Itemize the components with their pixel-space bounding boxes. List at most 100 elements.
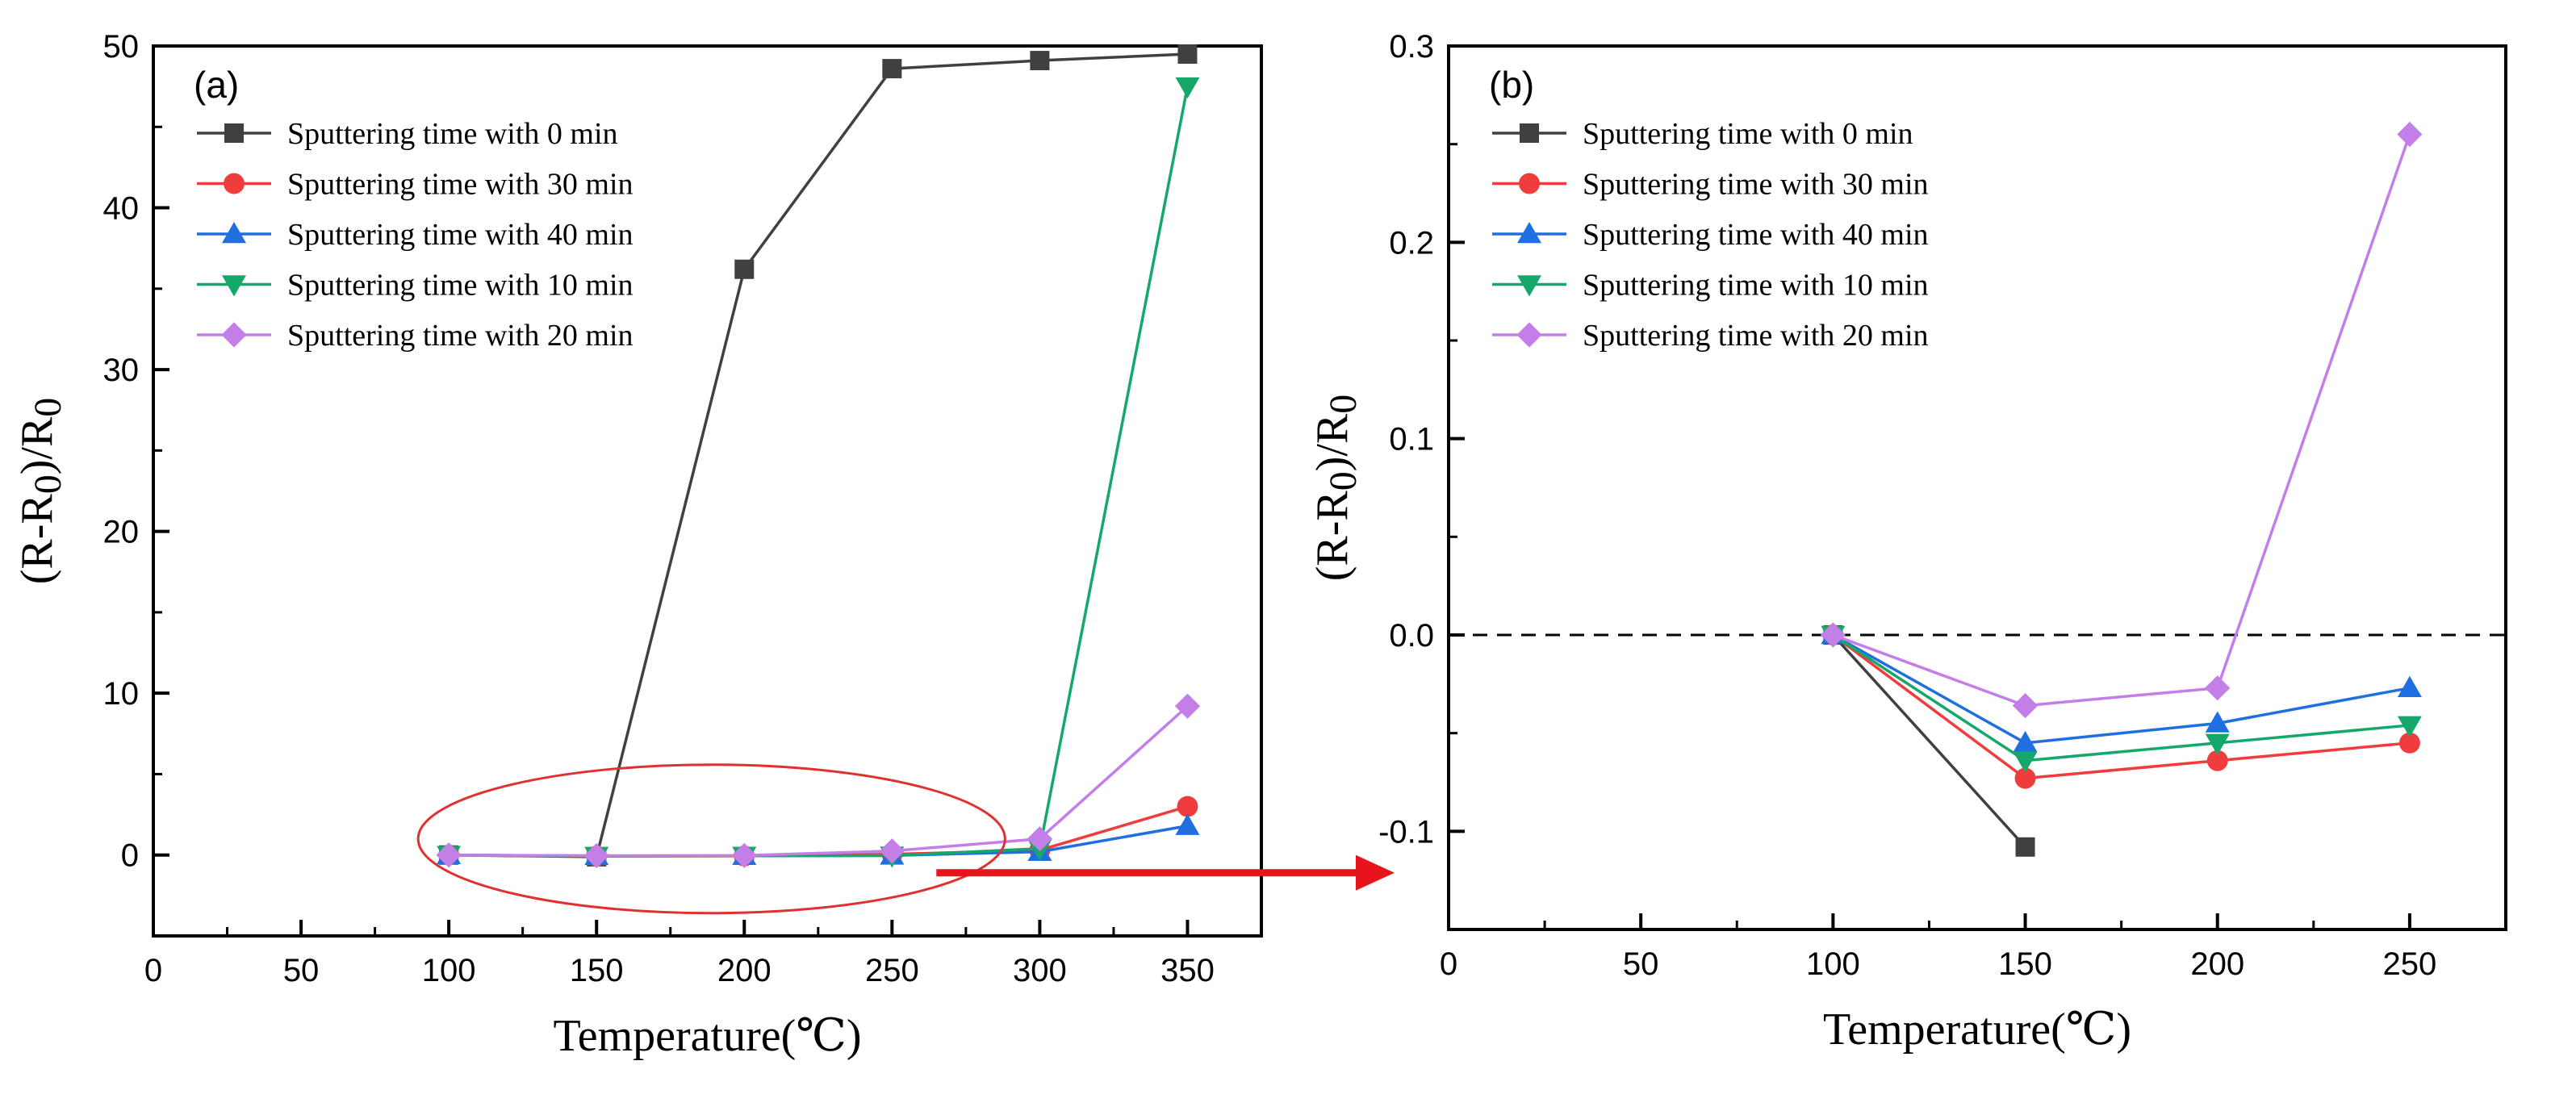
panel-b-series-line	[1832, 633, 2411, 762]
panel-a-legend-label: Sputtering time with 0 min	[287, 117, 618, 151]
panel-b-legend-label: Sputtering time with 20 min	[1583, 319, 1929, 353]
panel-a-data-point	[1177, 44, 1198, 65]
panel-a-y-tick-label: 10	[103, 676, 140, 712]
panel-b-y-tick-label: 0.1	[1389, 422, 1434, 457]
y-axis-title-part: )/R	[12, 416, 62, 474]
panel-a-series-4	[436, 693, 1201, 869]
panel-a-series-line	[449, 86, 1190, 858]
y-axis-title-part: )/R	[1307, 413, 1357, 471]
panel-b-data-point	[2398, 732, 2420, 754]
panel-a-data-point	[436, 842, 462, 868]
zoom-annotation	[416, 763, 1395, 915]
panel-a-data-point	[1177, 796, 1198, 817]
panel-b-data-point	[2205, 733, 2230, 755]
panel-b-y-axis-title: (R-R0)/R0	[1307, 395, 1365, 582]
panel-a-label: (a)	[194, 64, 239, 106]
panel-b-legend: Sputtering time with 0 min Sputtering tim…	[1492, 117, 1929, 353]
y-axis-title-subscript: 0	[1322, 471, 1365, 491]
panel-a-legend-marker	[222, 275, 246, 297]
panel-a-legend-marker	[224, 173, 245, 194]
panel-a-series-line	[449, 804, 1188, 858]
panel-a-data-point	[734, 259, 755, 279]
panel-a-data-point	[1030, 51, 1050, 71]
panel-b-series-line	[1832, 633, 2411, 780]
panel-a-x-tick-label: 200	[717, 953, 772, 988]
panel-b-series-line	[1832, 633, 2411, 745]
panel-b-data-point	[2205, 711, 2230, 733]
panel-a-x-tick-label: 0	[144, 953, 162, 988]
y-axis-title-subscript: 0	[27, 474, 69, 494]
panel-a-data-point	[1175, 77, 1200, 99]
panel-a-x-tick-label: 50	[283, 953, 320, 988]
panel-a-y-tick-label: 50	[103, 29, 140, 65]
panel-a-series-line	[449, 824, 1188, 858]
panel-b-y-tick-label: -0.1	[1378, 814, 1434, 850]
panel-a-y-tick-label: 30	[103, 353, 140, 388]
panel-b-series-4	[1820, 121, 2423, 719]
panel-a-x-tick-label: 350	[1160, 953, 1215, 988]
panel-b-chart: 0 50 100 150 200 250 -0.1 0.0 0.1 0.2 0.3 Temperatu…	[1307, 29, 2507, 1055]
panel-a-y-axis-title: (R-R0)/R0	[12, 398, 69, 585]
panel-b-x-tick-label: 200	[2190, 946, 2244, 982]
highlight-ellipse	[416, 763, 1006, 915]
panel-b-y-tick-label: 0.0	[1389, 618, 1434, 654]
panel-a-y-tick-label: 0	[121, 838, 139, 874]
panel-b-legend-marker	[1517, 275, 1541, 297]
panel-b-data-point	[2205, 675, 2231, 701]
panel-b-label: (b)	[1489, 64, 1534, 106]
panel-b-data-point	[1820, 622, 1846, 648]
panel-a-legend-label: Sputtering time with 10 min	[287, 269, 634, 303]
panel-b-legend-label: Sputtering time with 10 min	[1583, 269, 1929, 303]
panel-b-x-tick-label: 150	[1998, 946, 2052, 982]
panel-a-legend-label: Sputtering time with 30 min	[287, 168, 634, 202]
panel-b-x-tick-label: 250	[2383, 946, 2437, 982]
panel-b-x-axis-title: Temperature(℃)	[1823, 1004, 2131, 1055]
panel-a-y-tick-label: 40	[103, 191, 140, 227]
panel-a-legend-label: Sputtering time with 20 min	[287, 319, 634, 353]
panel-b-x-tick-label: 100	[1806, 946, 1860, 982]
panel-b-legend-marker	[1520, 123, 1539, 143]
panel-a-data-point	[1027, 826, 1052, 852]
panel-b-x-tick-label: 50	[1623, 946, 1659, 982]
panel-b-plot-frame	[1447, 44, 2507, 931]
panel-a-legend: Sputtering time with 0 min Sputtering tim…	[197, 117, 634, 353]
panel-b-series-0	[1823, 625, 2035, 857]
panel-a-data-point	[1174, 693, 1201, 719]
panel-b-legend-marker	[1516, 322, 1542, 348]
panel-a-data-point	[879, 838, 905, 864]
panel-a-legend-label: Sputtering time with 40 min	[287, 218, 634, 252]
panel-a-x-axis-title: Temperature(℃)	[553, 1011, 861, 1061]
panel-b-legend-label: Sputtering time with 40 min	[1583, 218, 1929, 252]
panel-b-data-point	[2397, 121, 2423, 148]
panel-b-data-point	[2013, 730, 2038, 753]
y-axis-title-subscript: 0	[27, 398, 69, 417]
panel-a-legend-marker	[222, 222, 246, 244]
panel-a-data-point	[1175, 813, 1200, 835]
panel-a-legend-marker	[224, 123, 244, 143]
panel-b-legend-label: Sputtering time with 30 min	[1583, 168, 1929, 202]
y-axis-title-part: (R-R	[1307, 491, 1357, 582]
panel-a-x-tick-label: 150	[570, 953, 624, 988]
panel-a-x-tick-label: 100	[422, 953, 476, 988]
y-axis-title-subscript: 0	[1322, 395, 1365, 414]
panel-b-data-point	[2015, 837, 2035, 857]
panel-b-legend-label: Sputtering time with 0 min	[1583, 117, 1913, 151]
panel-b-data-point	[2397, 675, 2422, 697]
panel-a-plot-frame	[152, 44, 1263, 938]
panel-a-legend-marker	[221, 322, 247, 348]
panel-b-data-point	[2013, 751, 2038, 773]
panel-b-x-tick-label: 0	[1440, 946, 1457, 982]
panel-a-series-line	[449, 704, 1189, 858]
panel-b-y-tick-label: 0.3	[1389, 29, 1434, 65]
panel-b-series-1	[1822, 624, 2420, 789]
panel-a-data-point	[882, 59, 902, 79]
panel-b-data-point	[2012, 693, 2039, 719]
panel-a-x-tick-label: 250	[865, 953, 919, 988]
panel-a-x-tick-label: 300	[1013, 953, 1067, 988]
panel-a-y-tick-label: 20	[103, 515, 140, 550]
panel-b-data-point	[2206, 750, 2228, 771]
panel-a-data-point	[583, 842, 609, 869]
panel-a-chart: 0 50 100 150 200 250 300 350 0 10 20 30 40 50 Temperat…	[12, 29, 1263, 1061]
panel-b-series-line	[1832, 133, 2411, 708]
